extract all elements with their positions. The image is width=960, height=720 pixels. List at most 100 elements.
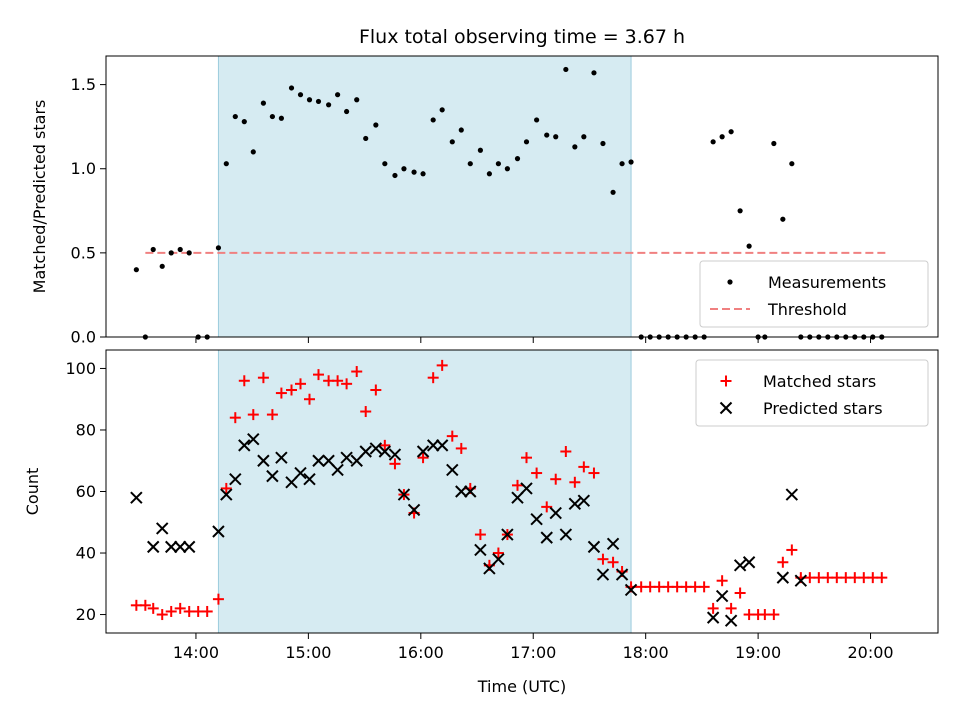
y-tick-label: 60 bbox=[76, 482, 96, 501]
measurement-point bbox=[215, 245, 222, 251]
measurement-point bbox=[392, 172, 398, 179]
cross-b bbox=[577, 494, 591, 507]
cross-b bbox=[587, 540, 601, 554]
observing-window-shade bbox=[217, 55, 632, 338]
matched-star-point bbox=[725, 602, 737, 614]
cross-b bbox=[785, 488, 799, 501]
matched-star-point bbox=[312, 369, 324, 381]
predicted-star-point bbox=[501, 528, 514, 541]
predicted-star-point bbox=[596, 568, 610, 581]
y-tick-label: 40 bbox=[76, 544, 96, 563]
matched-star-point bbox=[569, 476, 581, 488]
measurement-point bbox=[719, 134, 725, 140]
predicted-star-point bbox=[706, 611, 720, 624]
legend-matched-marker bbox=[720, 375, 732, 387]
predicted-star-point bbox=[238, 439, 251, 452]
matched-star-point bbox=[370, 384, 382, 396]
ratio-x-ticks bbox=[195, 337, 872, 343]
matched-star-point bbox=[588, 467, 600, 479]
matched-star-point bbox=[257, 372, 269, 384]
cross-b bbox=[173, 540, 187, 554]
cross-b bbox=[706, 611, 720, 624]
predicted-star-point bbox=[426, 439, 440, 452]
matched-star-point bbox=[876, 572, 888, 584]
measurement-point bbox=[133, 267, 139, 273]
count-x-ticks: 14:00 15:00 16:00 17:00 18:00 19:00 20:00 bbox=[173, 633, 894, 662]
predicted-star-point bbox=[247, 432, 260, 446]
cross-b bbox=[742, 556, 756, 569]
predicted-star-point bbox=[435, 439, 449, 452]
y-tick-label: 0.0 bbox=[71, 328, 96, 347]
matched-star-point bbox=[531, 467, 543, 479]
matched-star-point bbox=[360, 406, 372, 418]
cross-b bbox=[426, 439, 440, 452]
measurement-point bbox=[439, 107, 445, 113]
count-legend: Matched stars Predicted stars bbox=[695, 359, 929, 427]
measurement-point bbox=[544, 132, 550, 138]
measurement-points bbox=[133, 66, 885, 340]
measurement-point bbox=[315, 98, 322, 105]
measurement-point bbox=[728, 129, 734, 135]
y-tick-label: 20 bbox=[76, 605, 96, 624]
cross-b bbox=[540, 531, 553, 544]
cross-b bbox=[464, 485, 477, 498]
cross-b bbox=[435, 439, 449, 452]
matched-star-point bbox=[174, 602, 186, 614]
predicted-star-point bbox=[464, 485, 477, 498]
cross-b bbox=[416, 445, 430, 458]
ratio-panel-frame bbox=[105, 55, 939, 338]
matched-star-point bbox=[139, 599, 151, 611]
cross-b bbox=[776, 571, 790, 584]
matched-star-point bbox=[707, 602, 719, 614]
predicted-star-point bbox=[165, 540, 178, 554]
cross-b bbox=[397, 488, 411, 501]
predicted-star-point bbox=[520, 482, 533, 495]
measurement-point bbox=[186, 250, 192, 256]
x-tick-label: 16:00 bbox=[398, 643, 444, 662]
matched-stars-points bbox=[130, 359, 888, 621]
predicted-star-point bbox=[446, 463, 459, 477]
legend-threshold-label: Threshold bbox=[767, 300, 847, 319]
predicted-star-point bbox=[130, 491, 143, 504]
cross-b bbox=[606, 537, 620, 551]
matched-star-point bbox=[512, 479, 524, 491]
cross-b bbox=[220, 488, 233, 501]
cross-b bbox=[520, 482, 533, 495]
legend-measurements-label: Measurements bbox=[768, 273, 886, 292]
measurement-point bbox=[737, 208, 743, 214]
cross-b bbox=[147, 540, 160, 554]
predicted-star-point bbox=[331, 463, 344, 477]
cross-b bbox=[446, 463, 459, 477]
matched-star-point bbox=[550, 473, 562, 485]
matched-star-point bbox=[201, 605, 213, 617]
predicted-star-point bbox=[173, 540, 187, 554]
cross-b bbox=[530, 512, 543, 526]
cross-b bbox=[212, 525, 225, 538]
ratio-panel: 0.0 0.5 1.0 1.5 Flux total observing time =… bbox=[30, 26, 939, 347]
measurement-point bbox=[260, 100, 267, 106]
measurement-point bbox=[523, 139, 530, 145]
predicted-star-point bbox=[794, 574, 808, 587]
measurement-point bbox=[241, 119, 247, 125]
cross-b bbox=[715, 589, 729, 603]
measurement-point bbox=[619, 161, 625, 167]
matched-star-point bbox=[304, 393, 316, 405]
predicted-star-point bbox=[303, 472, 316, 486]
measurement-point bbox=[420, 171, 426, 177]
measurement-point bbox=[232, 113, 238, 120]
matched-star-point bbox=[238, 375, 250, 387]
measurement-point bbox=[514, 156, 521, 162]
cross-b bbox=[165, 540, 178, 554]
count-legend-box bbox=[695, 359, 929, 427]
matched-star-point bbox=[229, 412, 241, 424]
predicted-star-point bbox=[378, 445, 392, 458]
measurement-point bbox=[168, 250, 174, 256]
y-tick-label: 100 bbox=[65, 359, 96, 378]
measurement-point bbox=[306, 97, 313, 103]
x-tick-label: 17:00 bbox=[510, 643, 556, 662]
measurement-point bbox=[458, 127, 464, 133]
matched-star-point bbox=[351, 366, 363, 378]
matched-star-point bbox=[247, 409, 259, 421]
predicted-star-point bbox=[568, 497, 582, 511]
predicted-star-point bbox=[294, 466, 307, 480]
